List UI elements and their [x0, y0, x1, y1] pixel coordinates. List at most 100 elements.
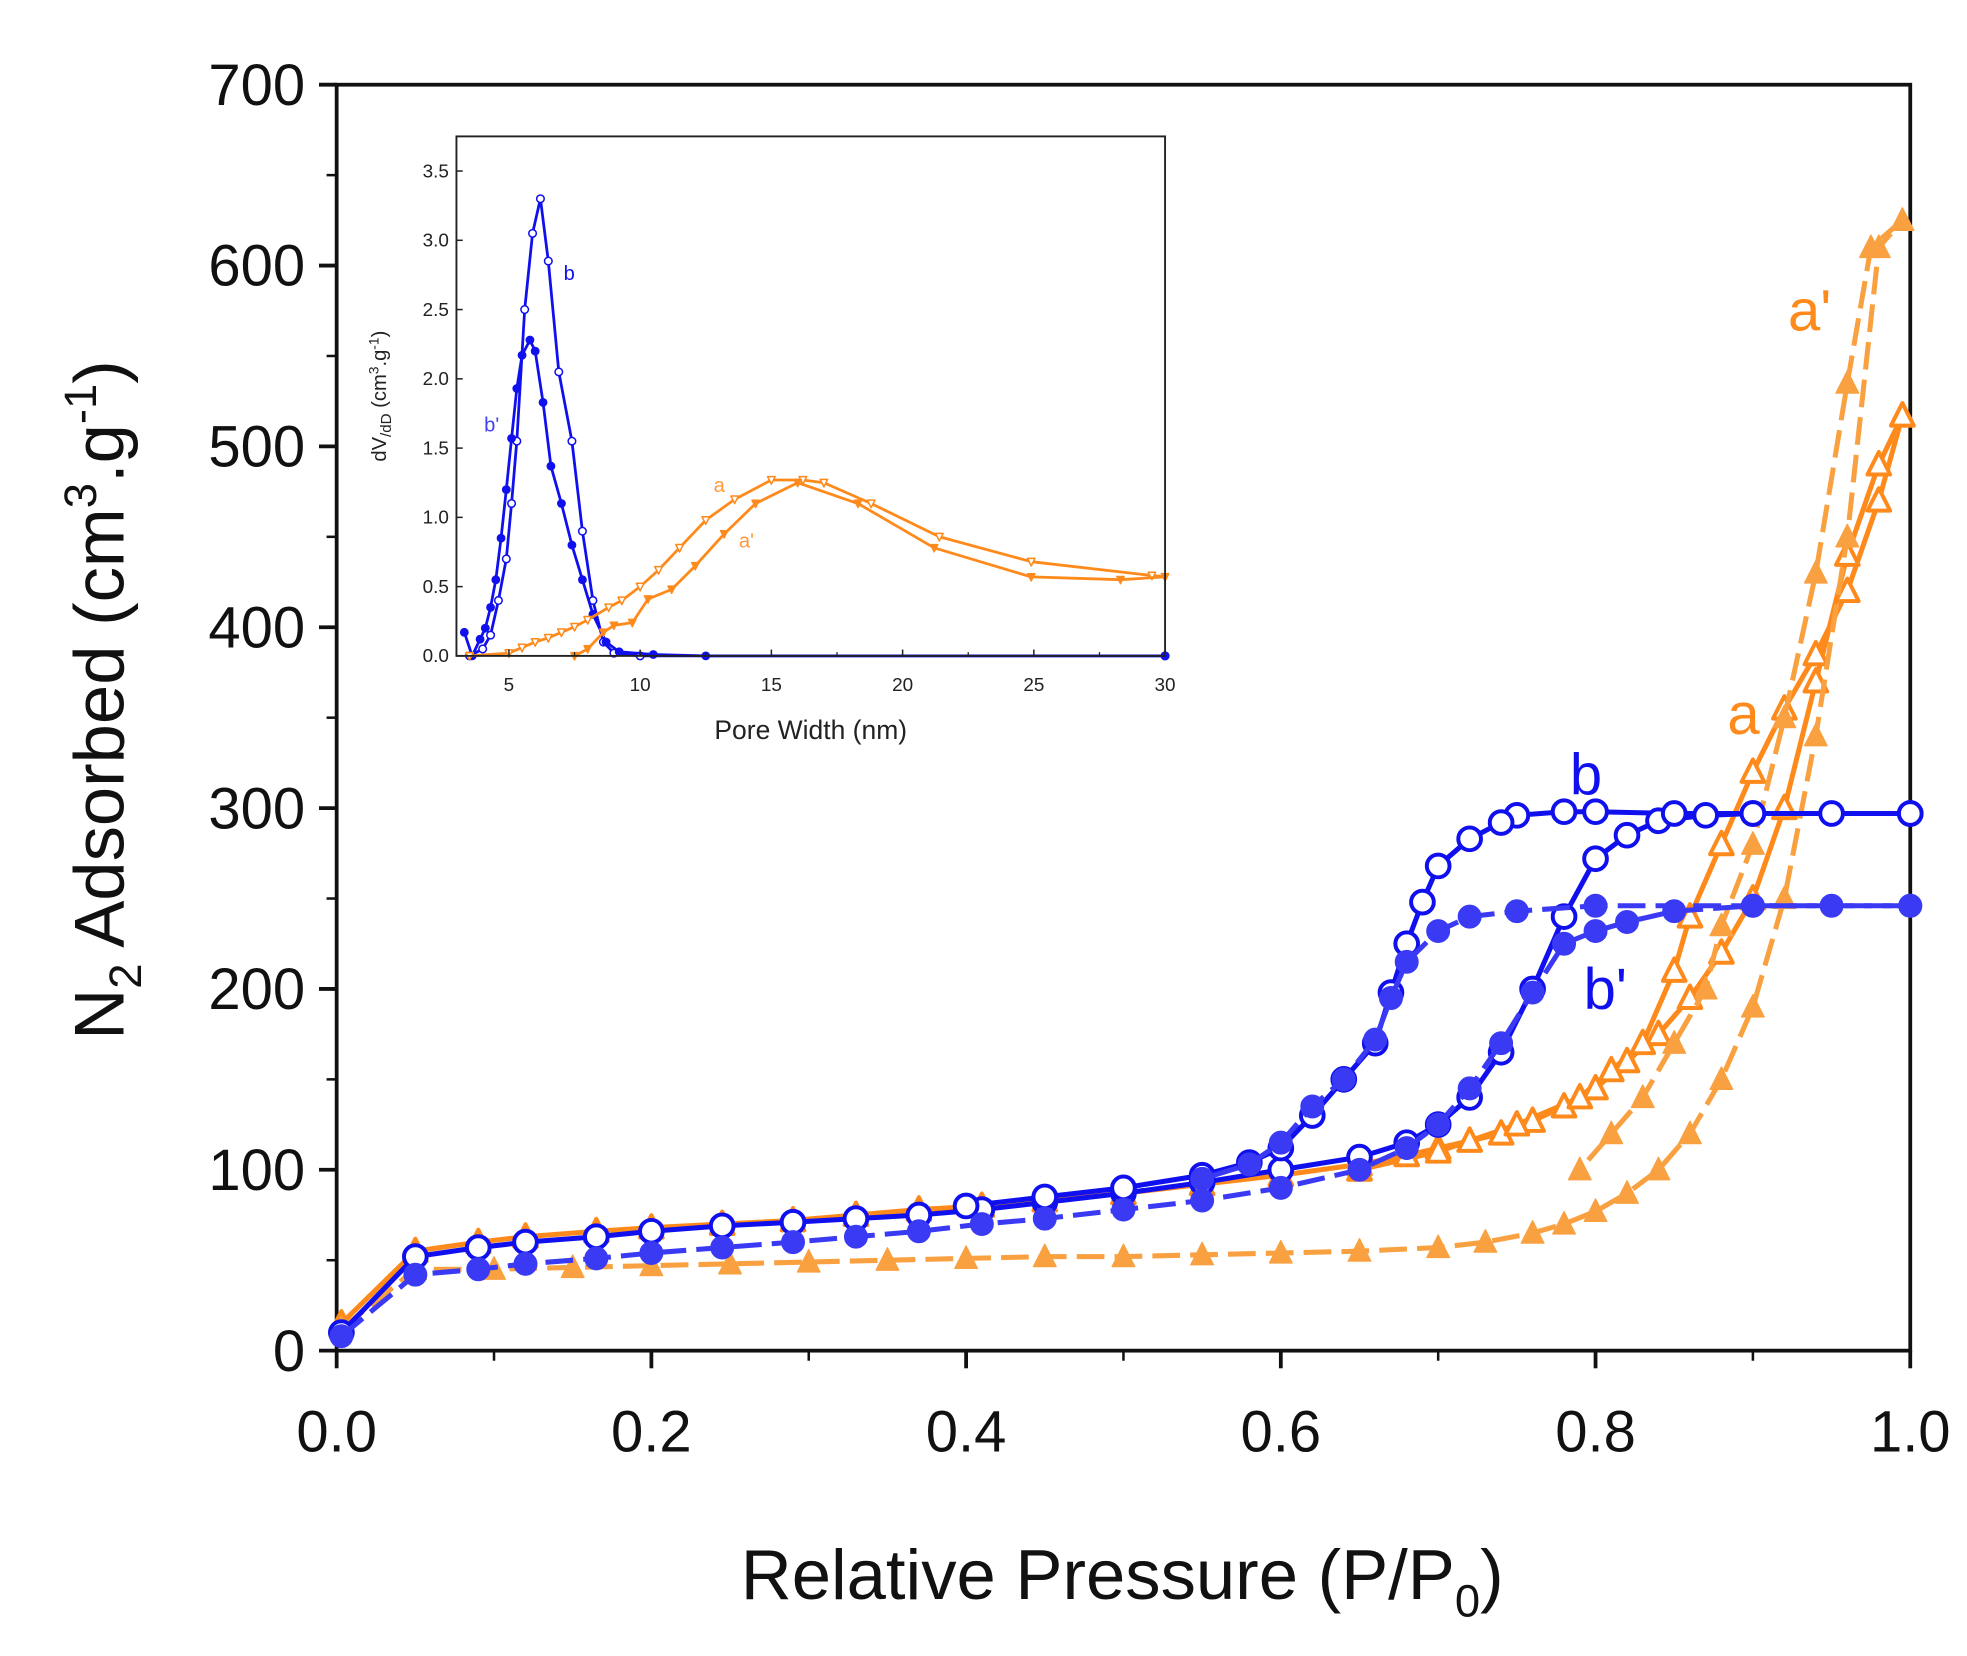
inset-data-point — [1026, 572, 1036, 582]
data-point — [1426, 1112, 1451, 1137]
data-point — [1378, 986, 1403, 1010]
y-tick-label: 500 — [208, 415, 305, 480]
data-point — [1597, 1055, 1625, 1083]
inset-data-point — [486, 602, 495, 612]
data-point — [1520, 980, 1545, 1005]
data-point — [1111, 1197, 1136, 1222]
data-point — [718, 1250, 743, 1275]
inset-y-tick-label: 3.5 — [423, 161, 449, 182]
inset-x-tick-label: 10 — [630, 675, 651, 696]
data-point — [1835, 523, 1860, 548]
inset-data-point — [556, 628, 566, 638]
data-point — [1520, 1219, 1545, 1244]
data-point — [1898, 893, 1923, 918]
inset-data-point — [501, 485, 511, 495]
data-point — [1833, 540, 1861, 567]
data-point — [1363, 1027, 1388, 1052]
inset-x-tick-label: 5 — [504, 675, 515, 696]
main-series — [328, 207, 1924, 1349]
data-point — [1629, 1028, 1657, 1056]
inset-data-point — [554, 367, 564, 377]
data-point — [1190, 1188, 1215, 1213]
data-point — [1833, 576, 1861, 604]
y-tick-label: 700 — [208, 53, 305, 118]
data-point — [1662, 1030, 1687, 1054]
data-point — [1583, 919, 1608, 944]
data-point — [1835, 369, 1860, 394]
inset-series-a — [465, 475, 1170, 661]
data-point — [796, 1248, 821, 1273]
inset-data-point — [766, 475, 776, 485]
data-point — [1646, 1156, 1671, 1181]
data-point — [1032, 1206, 1057, 1231]
inset-line — [573, 481, 1166, 658]
inset-data-point — [478, 644, 488, 654]
data-point — [781, 1230, 805, 1255]
data-point — [1582, 798, 1609, 826]
inset-data-point — [512, 384, 522, 393]
inset-data-point — [493, 595, 503, 606]
x-tick-label: 0.8 — [1555, 1400, 1636, 1465]
inset-data-point — [491, 575, 501, 585]
inset-data-point — [1026, 557, 1036, 567]
inset-data-point — [667, 585, 677, 595]
y-axis-label: N2 Adsorbed (cm3.g-1) — [55, 360, 151, 1040]
data-point — [1865, 450, 1893, 477]
inset-data-point — [701, 516, 711, 526]
data-point — [1552, 1210, 1577, 1235]
main-ticks: 0.0 0.2 0.4 0.6 0.8 1.0 0 100 200 300 400 500 600 700 — [208, 53, 1950, 1465]
inset-y-tick-label: 1.0 — [423, 508, 449, 529]
inset-data-point — [475, 634, 485, 644]
inset-data-point — [601, 637, 611, 647]
inset-data-point — [643, 595, 653, 604]
data-point — [1599, 1120, 1624, 1145]
data-point — [1858, 234, 1883, 259]
data-point — [1110, 1174, 1137, 1202]
data-point — [1190, 1166, 1215, 1191]
data-point — [1709, 1066, 1734, 1090]
data-point — [1237, 1152, 1262, 1177]
data-point — [639, 1241, 664, 1265]
x-tick-label: 1.0 — [1870, 1400, 1951, 1465]
data-point — [1487, 809, 1515, 836]
y-tick-label: 0 — [273, 1319, 305, 1384]
inset-data-point — [520, 305, 530, 315]
data-point — [1424, 1137, 1452, 1164]
data-point — [1692, 801, 1720, 829]
inset-data-point — [719, 530, 729, 539]
inset-data-point — [617, 596, 627, 606]
inset-data-point — [674, 543, 685, 553]
data-point — [1552, 931, 1577, 956]
desorption-line — [1577, 218, 1905, 1172]
inset-label-b-prime: b' — [484, 414, 499, 436]
series-b-prime — [329, 893, 1923, 1349]
data-point — [638, 1217, 665, 1245]
inset-label-a: a — [714, 475, 726, 497]
inset-data-point — [609, 621, 619, 631]
data-point — [1394, 1136, 1419, 1161]
y-tick-label: 300 — [208, 776, 305, 841]
data-point — [1772, 704, 1797, 729]
inset-y-tick-label: 2.0 — [423, 369, 449, 390]
inset-data-point — [567, 436, 577, 446]
data-point — [1504, 899, 1529, 924]
data-point — [875, 1247, 900, 1271]
data-point — [1818, 800, 1845, 827]
inset-data-point — [578, 575, 587, 585]
data-point — [403, 1262, 428, 1287]
data-point — [1802, 639, 1830, 667]
data-point — [1630, 1084, 1655, 1109]
data-point — [1865, 486, 1893, 513]
inset-data-point — [929, 543, 939, 553]
y-tick-label: 100 — [208, 1138, 305, 1203]
inset-data-point — [866, 499, 876, 509]
data-point — [1457, 1076, 1482, 1101]
x-tick-label: 0.0 — [296, 1400, 377, 1465]
data-point — [1473, 1229, 1498, 1253]
data-point — [1889, 401, 1916, 428]
inset-data-point — [486, 630, 496, 640]
data-point — [1550, 798, 1578, 826]
data-point — [1613, 1046, 1641, 1074]
data-point — [1519, 1106, 1546, 1133]
data-point — [1031, 1183, 1059, 1211]
